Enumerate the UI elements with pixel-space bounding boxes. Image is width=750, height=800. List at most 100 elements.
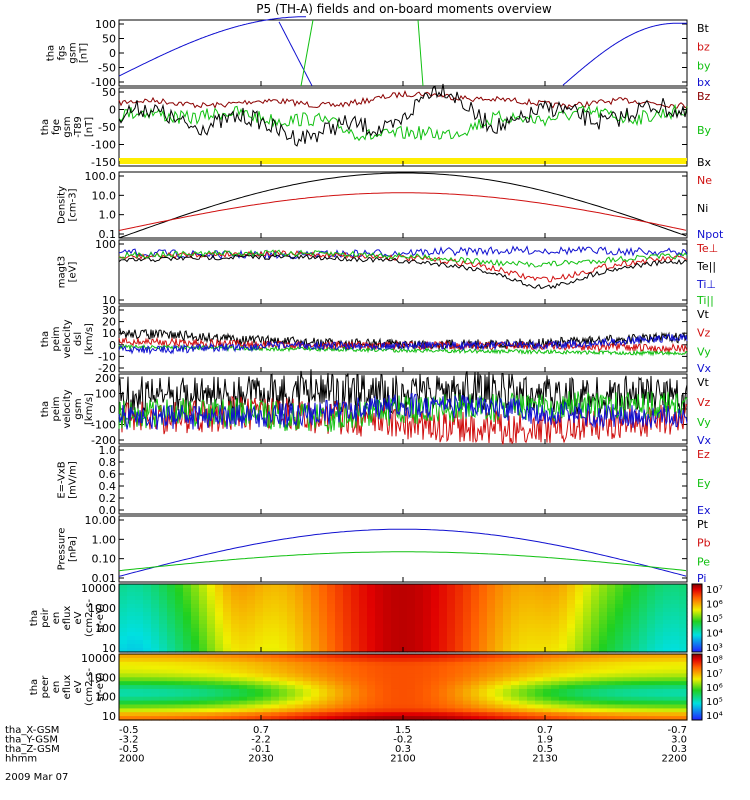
- spectrogram-cell: [559, 624, 568, 629]
- spectrogram-cell: [415, 640, 424, 645]
- spectrogram-cell: [207, 624, 216, 629]
- spectrogram-cell: [263, 612, 272, 617]
- spectrogram-cell: [535, 700, 544, 706]
- spectrogram-cell: [183, 692, 192, 698]
- spectrogram-cell: [359, 712, 368, 717]
- spectrogram-cell: [551, 604, 560, 609]
- spectrogram-cell: [287, 588, 296, 593]
- spectrogram-cell: [231, 608, 240, 613]
- spectrogram-cell: [567, 704, 576, 709]
- spectrogram-cell: [591, 692, 600, 698]
- spectrogram-cell: [335, 681, 344, 686]
- legend-vt: Vt: [697, 308, 710, 321]
- spectrogram-cell: [479, 708, 488, 713]
- spectrogram-cell: [119, 612, 128, 617]
- x-row-value: 2200: [662, 754, 687, 765]
- spectrogram-cell: [199, 628, 208, 633]
- spectrogram-cell: [535, 677, 544, 682]
- y-tick-label: 50: [102, 33, 116, 46]
- spectrogram-cell: [551, 677, 560, 682]
- spectrogram-cell: [519, 604, 528, 609]
- y-tick-label: 0: [109, 339, 116, 352]
- spectrogram-cell: [511, 600, 520, 605]
- spectrogram-cell: [231, 612, 240, 617]
- spectrogram-cell: [279, 712, 288, 717]
- spectrogram-cell: [239, 636, 248, 641]
- spectrogram-cell: [567, 624, 576, 629]
- spectrogram-cell: [327, 612, 336, 617]
- spectrogram-cell: [439, 640, 448, 645]
- spectrogram-cell: [559, 616, 568, 621]
- spectrogram-cell: [239, 716, 248, 721]
- spectrogram-cell: [159, 661, 168, 667]
- spectrogram-cell: [215, 608, 224, 613]
- spectrogram-cell: [183, 604, 192, 609]
- spectrogram-cell: [535, 624, 544, 629]
- spectrogram-cell: [143, 584, 152, 589]
- y-axis-label-line: [km/s]: [84, 323, 95, 355]
- spectrogram-cell: [423, 681, 432, 686]
- spectrogram-cell: [431, 592, 440, 597]
- colorbar: [691, 583, 703, 653]
- spectrogram-cell: [327, 685, 336, 690]
- spectrogram-cell: [183, 592, 192, 597]
- spectrogram-cell: [359, 632, 368, 637]
- spectrogram-cell: [295, 681, 304, 686]
- spectrogram-cell: [559, 716, 568, 721]
- spectrogram-cell: [367, 620, 376, 625]
- spectrogram-cell: [135, 669, 144, 674]
- spectrogram-cell: [631, 592, 640, 597]
- spectrogram-cell: [663, 636, 672, 641]
- spectrogram-cell: [511, 712, 520, 717]
- spectrogram-cell: [599, 608, 608, 613]
- spectrogram-cell: [543, 708, 552, 713]
- spectrogram-cell: [383, 696, 392, 702]
- spectrogram-cell: [263, 584, 272, 589]
- spectrogram-cell: [311, 596, 320, 601]
- spectrogram-cell: [119, 640, 128, 645]
- spectrogram-cell: [231, 665, 240, 671]
- spectrogram-cell: [471, 608, 480, 613]
- spectrogram-cell: [391, 588, 400, 593]
- spectrogram-cell: [623, 644, 632, 649]
- spectrogram-cell: [455, 628, 464, 633]
- spectrogram-cell: [159, 584, 168, 589]
- spectrogram-cell: [415, 644, 424, 649]
- spectrogram-cell: [247, 644, 256, 649]
- spectrogram-cell: [383, 596, 392, 601]
- spectrogram-cell: [679, 648, 688, 653]
- spectrogram-cell: [615, 681, 624, 686]
- colorbar-tick-label: 10⁸: [706, 655, 723, 666]
- spectrogram-cell: [639, 669, 648, 674]
- spectrogram-cell: [439, 669, 448, 674]
- spectrogram-cell: [455, 644, 464, 649]
- spectrogram-cell: [679, 644, 688, 649]
- spectrogram-cell: [167, 600, 176, 605]
- spectrogram-cell: [311, 654, 320, 659]
- y-tick-label: 10.00: [85, 514, 117, 527]
- spectrogram-cell: [495, 677, 504, 682]
- spectrogram-cell: [647, 708, 656, 713]
- spectrogram-cell: [175, 612, 184, 617]
- spectrogram-cell: [183, 624, 192, 629]
- spectrogram-cell: [359, 640, 368, 645]
- spectrogram-cell: [119, 588, 128, 593]
- spectrogram-cell: [239, 673, 248, 678]
- spectrogram-cell: [199, 700, 208, 706]
- spectrogram-cell: [551, 596, 560, 601]
- spectrogram-cell: [319, 688, 328, 694]
- x-row-value: 2000: [119, 754, 144, 765]
- spectrogram-cell: [511, 700, 520, 706]
- spectrogram-cell: [495, 600, 504, 605]
- spectrogram-cell: [263, 604, 272, 609]
- spectrogram-cell: [535, 584, 544, 589]
- spectrogram-cell: [327, 657, 336, 663]
- spectrogram-cell: [239, 669, 248, 674]
- spectrogram-cell: [535, 688, 544, 694]
- spectrogram-cell: [351, 608, 360, 613]
- spectrogram-cell: [391, 712, 400, 717]
- spectrogram-cell: [463, 588, 472, 593]
- spectrogram-cell: [495, 708, 504, 713]
- spectrogram-cell: [575, 688, 584, 694]
- spectrogram-cell: [567, 620, 576, 625]
